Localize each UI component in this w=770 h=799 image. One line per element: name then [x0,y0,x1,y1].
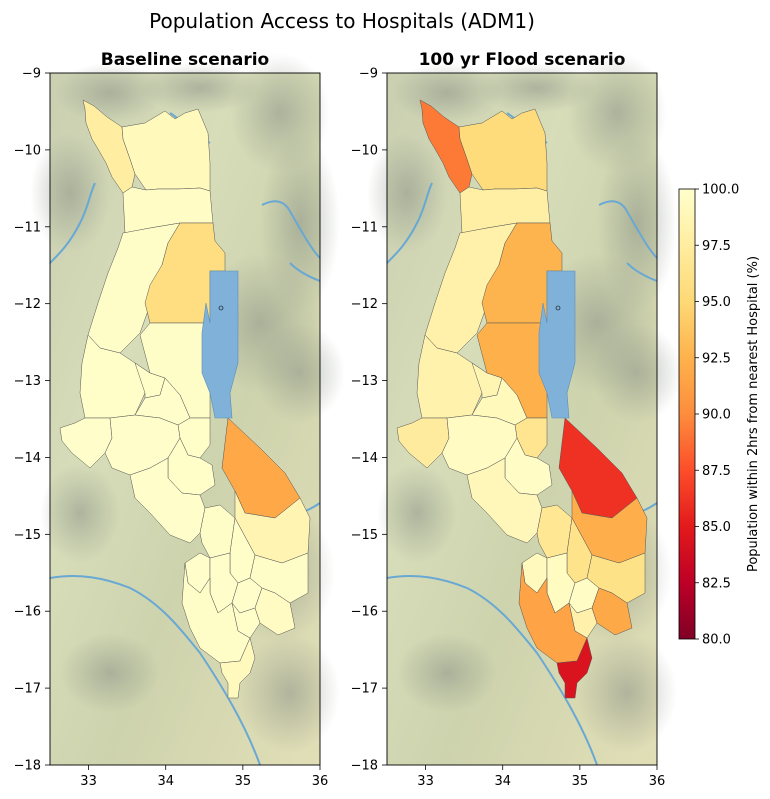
y-tick-label: −18 [14,759,41,774]
x-tick-label: 34 [157,774,174,789]
y-tick-label: −10 [14,143,41,158]
x-tick-label: 36 [312,774,329,789]
likoma-island [555,305,561,311]
terrain-relief [255,323,345,423]
colorbar-tick-label: 97.5 [702,239,731,254]
district-kasungu [416,334,488,419]
x-tick-label: 33 [80,774,97,789]
colorbar-tick-label: 92.5 [702,351,731,366]
river [598,200,658,259]
likoma-island [218,305,224,311]
panel-title: Baseline scenario [101,50,269,70]
colorbar-tick-label: 90.0 [702,408,731,423]
y-tick-label: −16 [351,605,378,620]
colorbar-tick-label: 85.0 [702,520,731,535]
district-chikwawa [518,562,588,664]
x-tick-label: 34 [494,774,511,789]
terrain-relief [377,463,457,563]
terrain-relief [397,633,497,713]
colorbar-tick-label: 100.0 [702,183,739,198]
y-tick-label: −15 [14,528,41,543]
y-tick-label: −17 [14,682,41,697]
axes-frame [386,72,658,766]
y-tick-label: −11 [351,220,378,235]
terrain-relief [60,633,160,713]
terrain-relief [140,63,260,113]
y-tick-label: −16 [14,605,41,620]
x-tick-label: 35 [235,774,252,789]
district-nsanje [219,637,256,699]
river [386,575,598,766]
y-tick-label: −13 [14,374,41,389]
river [289,262,321,282]
river [626,262,658,282]
district-kasungu [79,334,151,419]
terrain-relief [392,63,502,123]
terrain-relief [30,133,110,253]
y-tick-label: −15 [351,528,378,543]
x-tick-label: 36 [649,774,666,789]
lake-malawi [538,270,576,419]
panel-flood: 100 yr Flood scenario 33 34 35 36 −9 −10 −11 −1… [351,50,682,789]
colorbar-tick-label: 82.5 [702,576,731,591]
colorbar: 100.0 97.5 95.0 92.5 90.0 87.5 85.0 82.5 80.0 Po… [678,183,761,648]
river [261,200,321,259]
y-tick-label: −14 [14,451,41,466]
colorbar-tick-label: 95.0 [702,295,731,310]
colorbar-tick-label: 87.5 [702,464,731,479]
terrain-relief [477,63,597,113]
y-tick-label: −17 [351,682,378,697]
y-tick-label: −11 [14,220,41,235]
river [49,575,261,766]
y-tick-label: −12 [14,297,41,312]
terrain-relief [240,633,340,753]
colorbar-label: Population within 2hrs from nearest Hosp… [746,256,761,572]
terrain-relief [55,63,165,123]
terrain-relief [577,633,677,753]
x-tick-label: 35 [572,774,589,789]
district-chikwawa [181,562,251,664]
river [386,182,433,264]
figure-title: Population Access to Hospitals (ADM1) [149,9,535,33]
y-tick-label: −18 [351,759,378,774]
y-tick-label: −13 [351,374,378,389]
colorbar-gradient [678,188,696,640]
terrain-relief [40,463,120,563]
river [49,182,96,264]
panel-title: 100 yr Flood scenario [419,50,626,70]
y-tick-label: −10 [351,143,378,158]
y-tick-label: −9 [22,67,41,82]
y-tick-label: −14 [351,451,378,466]
terrain-relief [367,133,447,253]
lake-malawi [201,270,239,419]
y-tick-label: −9 [359,67,378,82]
terrain-relief [592,323,682,423]
district-nsanje [556,637,593,699]
axes-frame [49,72,321,766]
y-tick-label: −12 [351,297,378,312]
colorbar-tick-label: 80.0 [702,633,731,648]
panel-baseline: Baseline scenario 33 34 35 36 −9 −10 −11 −12 −13… [14,50,345,789]
x-tick-label: 33 [417,774,434,789]
